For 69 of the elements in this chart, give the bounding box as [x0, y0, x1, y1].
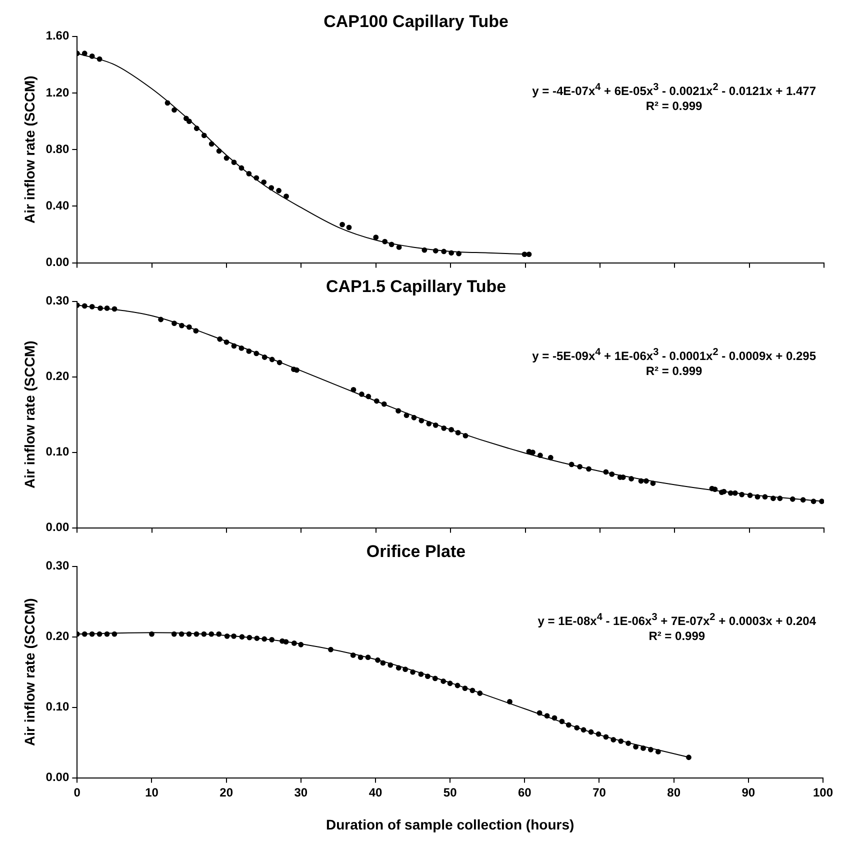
x-tick-label: 100	[812, 785, 834, 800]
y-axis-title: Air inflow rate (SCCM)	[21, 598, 38, 746]
point	[346, 224, 352, 230]
y-tick-label: 0.10	[46, 444, 70, 459]
x-tick-label: 30	[294, 785, 308, 800]
x-tick-label: 50	[443, 785, 458, 800]
point	[432, 248, 438, 254]
y-axis-title: Air inflow rate (SCCM)	[21, 76, 38, 224]
point	[194, 126, 200, 132]
x-tick-label: 20	[220, 785, 234, 800]
point	[96, 56, 102, 62]
point	[284, 194, 289, 199]
y-tick-label: 0.30	[46, 558, 70, 573]
x-tick-label: 90	[742, 785, 756, 800]
y-tick-label: 0.20	[46, 369, 70, 384]
y-tick-label: 0.10	[46, 700, 70, 714]
point	[186, 118, 192, 124]
y-tick-label: 1.60	[46, 28, 70, 43]
annotation: R² = 0.999	[644, 364, 704, 379]
chart-title: CAP100 Capillary Tube	[324, 12, 508, 31]
point	[164, 100, 170, 106]
x-tick-label: 60	[518, 785, 532, 800]
point	[441, 248, 447, 254]
point	[340, 222, 345, 228]
point	[522, 252, 528, 258]
point	[373, 234, 379, 240]
y-axis-title: Air inflow rate (SCCM)	[21, 340, 38, 488]
annotation: y = 1E-08x$^{4}$ - 1E-06x$^{3}$ + 7E-07x$^{2}$ + 0.0003x + 0.204	[538, 611, 816, 629]
x-tick-label: 0	[74, 785, 81, 800]
point	[254, 175, 260, 181]
x-tick-label: 70	[592, 785, 606, 800]
annotation: y = -5E-09x$^{4}$ + 1E-06x$^{3}$ - 0.0001x$^{2}$ - 0.0009x + 0.295	[532, 346, 816, 364]
y-tick-label: 0.00	[46, 255, 70, 270]
y-tick-label: 0.00	[46, 520, 70, 534]
annotation: R² = 0.999	[644, 99, 704, 114]
chart-title: Orifice Plate	[366, 542, 466, 561]
point	[224, 155, 230, 161]
point	[208, 141, 214, 147]
point	[238, 165, 244, 171]
point	[82, 50, 88, 56]
point	[388, 242, 394, 248]
point	[448, 250, 454, 256]
point	[246, 170, 252, 176]
y-tick-label: 0.80	[46, 142, 70, 156]
y-tick-label: 1.20	[46, 85, 70, 100]
point	[231, 160, 237, 166]
annotation: y = -4E-07x$^{4}$ + 6E-05x$^{3}$ - 0.0021x$^{2}$ - 0.0121x + 1.477	[532, 81, 816, 99]
x-tick-label: 40	[368, 785, 382, 800]
point	[89, 54, 95, 59]
point	[396, 244, 402, 250]
x-tick-label: 80	[667, 785, 681, 800]
point	[172, 107, 177, 113]
y-tick-label: 0.30	[46, 294, 70, 308]
point	[216, 148, 222, 154]
point	[268, 185, 274, 191]
point	[201, 132, 207, 138]
x-axis-title: Duration of sample collection (hours)	[326, 816, 574, 832]
point	[276, 188, 282, 194]
x-tick-label: 10	[145, 785, 159, 800]
y-tick-label: 0.20	[46, 629, 70, 644]
y-tick-label: 0.00	[46, 770, 70, 784]
point	[456, 250, 462, 256]
point	[382, 238, 388, 244]
point	[526, 252, 532, 258]
chart-title: CAP1.5 Capillary Tube	[326, 276, 506, 296]
point	[261, 179, 267, 185]
point	[422, 247, 428, 253]
y-tick-label: 0.40	[46, 198, 70, 213]
annotation: R² = 0.999	[648, 629, 706, 644]
